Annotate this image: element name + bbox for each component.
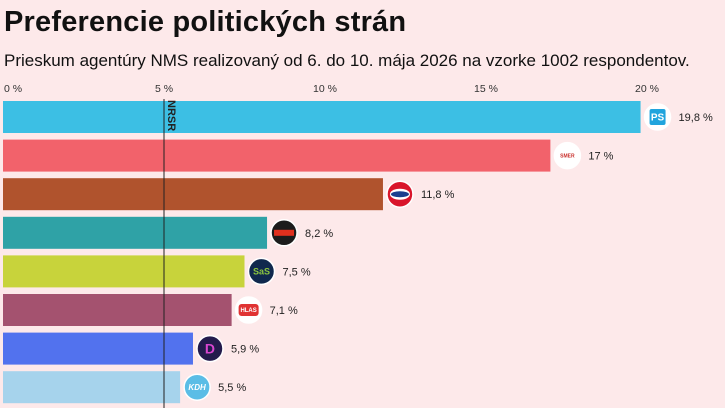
- value-label: 7,1 %: [270, 305, 298, 317]
- smer-logo: SMER: [553, 141, 582, 170]
- kdh-logo: KDH: [183, 373, 211, 401]
- value-label: 8,2 %: [305, 228, 333, 240]
- republika-logo: [386, 180, 414, 208]
- x-tick-label: 15 %: [474, 83, 498, 95]
- x-tick-label: 10 %: [313, 83, 337, 95]
- x-tick-label: 0 %: [4, 83, 22, 95]
- bar-sas: [3, 255, 245, 288]
- x-tick-label: 5 %: [155, 83, 173, 95]
- value-label: 7,5 %: [283, 266, 311, 278]
- bar-kdh: [3, 371, 181, 404]
- slovensko-logo: [270, 219, 298, 247]
- x-tick-label: 20 %: [635, 83, 659, 95]
- demokrati-logo: D: [196, 334, 224, 363]
- value-label: 17 %: [588, 151, 613, 163]
- value-label: 5,5 %: [218, 382, 246, 394]
- svg-text:SaS: SaS: [253, 267, 270, 277]
- svg-text:PS: PS: [651, 113, 665, 124]
- value-label: 5,9 %: [231, 344, 259, 356]
- value-label: 11,8 %: [421, 189, 455, 201]
- svg-text:D: D: [205, 341, 215, 357]
- hlas-logo: HLAS: [234, 296, 263, 324]
- sas-logo: SaS: [247, 257, 276, 286]
- chart-title: Preferencie politických strán: [4, 6, 407, 38]
- svg-text:SMER: SMER: [560, 153, 575, 159]
- bar-hlas: [3, 294, 232, 326]
- ps-logo: PS: [643, 103, 672, 131]
- bar-ps: [3, 101, 641, 133]
- svg-text:KDH: KDH: [188, 383, 206, 392]
- bar-slovensko: [3, 216, 268, 249]
- chart-subtitle: Prieskum agentúry NMS realizovaný od 6. …: [4, 51, 690, 70]
- threshold-label: NRSR: [165, 100, 177, 131]
- svg-text:HLAS: HLAS: [240, 308, 256, 314]
- bar-republika: [3, 178, 383, 211]
- bar-demokrati: [3, 332, 193, 365]
- value-label: 19,8 %: [679, 112, 713, 124]
- bar-smer: [3, 139, 551, 172]
